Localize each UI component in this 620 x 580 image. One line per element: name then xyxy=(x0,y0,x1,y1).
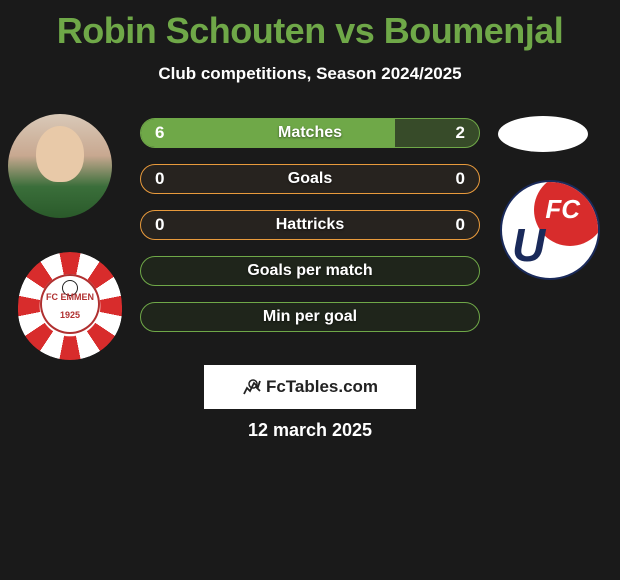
stat-label: Hattricks xyxy=(141,211,479,239)
club-left-name: FC EMMEN xyxy=(18,292,122,302)
stat-bars: 6Matches20Goals00Hattricks0Goals per mat… xyxy=(140,118,480,348)
stat-row-min-per-goal: Min per goal xyxy=(140,302,480,332)
club-left-year: 1925 xyxy=(18,310,122,320)
stat-row-goals: 0Goals0 xyxy=(140,164,480,194)
player1-photo xyxy=(8,114,112,218)
stat-label: Min per goal xyxy=(141,303,479,331)
player1-name: Robin Schouten xyxy=(57,10,326,51)
stat-value-right: 0 xyxy=(456,165,465,193)
fctables-logo-icon xyxy=(242,377,262,397)
stat-row-matches: 6Matches2 xyxy=(140,118,480,148)
stat-row-hattricks: 0Hattricks0 xyxy=(140,210,480,240)
player2-name: Boumenjal xyxy=(384,10,564,51)
stat-row-goals-per-match: Goals per match xyxy=(140,256,480,286)
stat-label: Goals per match xyxy=(141,257,479,285)
subtitle: Club competitions, Season 2024/2025 xyxy=(0,64,620,84)
footer-brand-badge[interactable]: FcTables.com xyxy=(204,365,416,409)
vs-text: vs xyxy=(326,10,384,51)
player2-photo xyxy=(498,116,588,152)
page-title: Robin Schouten vs Boumenjal xyxy=(0,0,620,52)
date-text: 12 march 2025 xyxy=(0,420,620,441)
footer-brand-text: FcTables.com xyxy=(266,377,378,397)
stat-value-right: 2 xyxy=(456,119,465,147)
stat-label: Matches xyxy=(141,119,479,147)
club-logo-right: U xyxy=(500,180,600,280)
stat-value-right: 0 xyxy=(456,211,465,239)
club-right-letter: U xyxy=(512,218,545,272)
club-logo-left: FC EMMEN 1925 xyxy=(18,252,122,360)
stat-label: Goals xyxy=(141,165,479,193)
comparison-content: FC EMMEN 1925 U 6Matches20Goals00Hattric… xyxy=(0,114,620,374)
